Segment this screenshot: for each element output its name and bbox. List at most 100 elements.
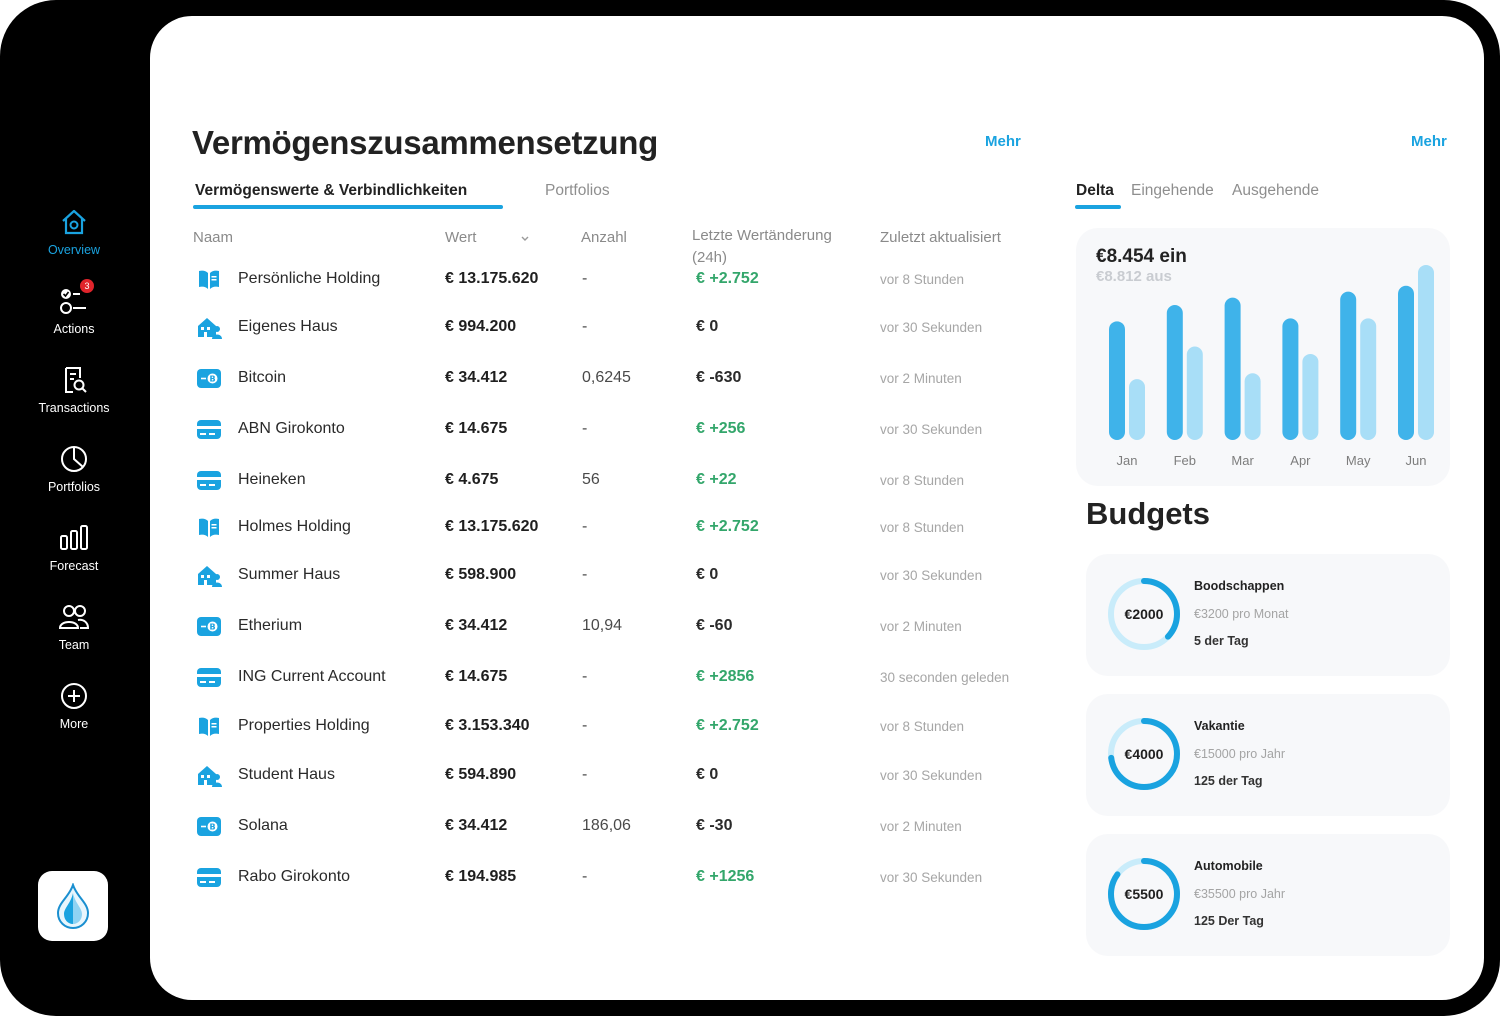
col-header-value[interactable]: Wert (445, 229, 477, 246)
table-row[interactable]: B Etherium € 34.412 10,94 € -60 vor 2 Minuten (192, 612, 1052, 642)
chart-bar[interactable] (1340, 291, 1357, 440)
row-count: 186,06 (582, 817, 631, 834)
col-header-change-sub: (24h) (692, 249, 728, 266)
budget-card[interactable]: €2000 Boodschappen €3200 pro Monat 5 der Ta… (1086, 554, 1450, 676)
main-screen: Vermögenszusammensetzung Mehr Mehr Vermö… (150, 16, 1484, 1000)
chart-bar[interactable] (1186, 346, 1203, 440)
nav-label: Portfolios (47, 480, 101, 494)
row-name: Rabo Girokonto (238, 868, 351, 885)
nav-portfolios[interactable]: Portfolios (0, 443, 148, 494)
row-value: € 4.675 (445, 471, 499, 488)
table-row[interactable]: Properties Holding € 3.153.340 - € +2.752 vo… (192, 712, 1052, 742)
row-count: - (582, 566, 588, 583)
house-icon (62, 209, 86, 235)
col-header-change[interactable]: Letzte Wertänderung (692, 227, 832, 244)
tab-assets-liabilities[interactable]: Vermögenswerte & Verbindlichkeiten (195, 182, 468, 199)
chart-bar[interactable] (1302, 353, 1319, 440)
delta-bar-chart: Jan Feb Mar Apr May Jun (1109, 264, 1434, 468)
chart-bar[interactable] (1224, 297, 1241, 440)
nav-more[interactable]: More (0, 680, 148, 731)
col-header-count[interactable]: Anzahl (581, 229, 627, 246)
nav-transactions[interactable]: Transactions (0, 364, 148, 415)
row-change: € +2856 (696, 668, 755, 685)
table-row[interactable]: ABN Girokonto € 14.675 - € +256 vor 30 Sekun… (192, 415, 1052, 445)
budget-days: 125 Der Tag (1194, 914, 1264, 928)
table-row[interactable]: Holmes Holding € 13.175.620 - € +2.752 vor 8… (192, 513, 1052, 543)
chart-bar[interactable] (1129, 379, 1145, 440)
nav-team[interactable]: Team (0, 601, 148, 652)
budget-progress-ring (1108, 718, 1180, 790)
row-change: € 0 (696, 766, 719, 783)
more-link-assets[interactable]: Mehr (985, 133, 1021, 150)
row-change: € +256 (696, 420, 746, 437)
col-header-name[interactable]: Naam (193, 229, 234, 246)
row-value: € 34.412 (445, 817, 508, 834)
book-icon (199, 518, 219, 537)
budget-amount: €5500 (1124, 886, 1164, 902)
table-row[interactable]: ING Current Account € 14.675 - € +2856 30 se… (192, 663, 1052, 693)
row-count: 10,94 (582, 617, 623, 634)
sort-chevron-down-icon[interactable] (520, 235, 530, 243)
table-row[interactable]: Rabo Girokonto € 194.985 - € +1256 vor 30 Se… (192, 863, 1052, 893)
svg-text:B: B (209, 375, 215, 384)
budget-amount: €4000 (1124, 746, 1164, 762)
table-row[interactable]: Persönliche Holding € 13.175.620 - € +2.752… (192, 265, 1052, 295)
row-value: € 13.175.620 (445, 270, 539, 287)
row-value: € 34.412 (445, 617, 508, 634)
row-updated: vor 2 Minuten (880, 619, 962, 634)
tab-underline (193, 205, 503, 209)
bank-card-icon (197, 471, 221, 490)
row-value: € 3.153.340 (445, 717, 530, 734)
chart-bar[interactable] (1244, 373, 1261, 440)
more-link-delta[interactable]: Mehr (1411, 133, 1447, 150)
table-row[interactable]: B Bitcoin € 34.412 0,6245 € -630 vor 2 Minute… (192, 364, 1052, 394)
tab-incoming[interactable]: Eingehende (1131, 182, 1214, 199)
drop-logo-icon (56, 883, 90, 929)
table-row[interactable]: Summer Haus € 598.900 - € 0 vor 30 Sekunden (192, 561, 1052, 591)
chart-bar[interactable] (1418, 264, 1434, 440)
nav-forecast[interactable]: Forecast (0, 522, 148, 573)
row-name: Properties Holding (238, 717, 370, 734)
chart-bar[interactable] (1398, 285, 1414, 440)
budget-name: Automobile (1194, 859, 1263, 873)
house-person-icon (198, 566, 222, 587)
nav-label: Forecast (49, 559, 99, 573)
row-name: Holmes Holding (238, 518, 351, 535)
nav-label: More (59, 717, 89, 731)
budget-card[interactable]: €4000 Vakantie €15000 pro Jahr 125 der Tag (1086, 694, 1450, 816)
nav-label: Transactions (38, 401, 110, 415)
team-icon (58, 605, 90, 629)
row-value: € 14.675 (445, 668, 508, 685)
sidebar: Overview 3 Actions Transactions (0, 0, 148, 1016)
page-title: Vermögenszusammensetzung (192, 124, 658, 161)
row-updated: vor 30 Sekunden (880, 870, 983, 885)
table-row[interactable]: Eigenes Haus € 994.200 - € 0 vor 30 Sekunden (192, 313, 1052, 343)
row-updated: vor 30 Sekunden (880, 768, 983, 783)
row-change: € 0 (696, 318, 719, 335)
tab-portfolios[interactable]: Portfolios (545, 182, 610, 199)
nav-actions[interactable]: 3 Actions (0, 279, 148, 336)
row-name: Eigenes Haus (238, 318, 338, 335)
app-logo[interactable] (38, 871, 108, 941)
chart-x-tick-label: Jan (1117, 453, 1138, 468)
tab-underline-delta (1075, 205, 1121, 209)
budget-card[interactable]: €5500 Automobile €35500 pro Jahr 125 Der Ta… (1086, 834, 1450, 956)
row-change: € +2.752 (696, 518, 759, 535)
row-change: € +2.752 (696, 270, 759, 287)
chart-bar[interactable] (1109, 321, 1125, 440)
chart-bar[interactable] (1282, 318, 1299, 440)
col-header-updated[interactable]: Zuletzt aktualisiert (880, 229, 1001, 246)
table-row[interactable]: Heineken € 4.675 56 € +22 vor 8 Stunden (192, 466, 1052, 496)
nav-overview[interactable]: Overview (0, 206, 148, 257)
row-name: Bitcoin (238, 369, 287, 386)
chart-bar[interactable] (1166, 305, 1183, 440)
tab-delta[interactable]: Delta (1076, 182, 1114, 199)
table-row[interactable]: Student Haus € 594.890 - € 0 vor 30 Sekunden (192, 761, 1052, 791)
chart-bar[interactable] (1360, 318, 1377, 440)
crypto-card-icon: B (197, 369, 221, 388)
tab-outgoing[interactable]: Ausgehende (1232, 182, 1320, 199)
row-updated: vor 8 Stunden (880, 473, 965, 488)
table-row[interactable]: B Solana € 34.412 186,06 € -30 vor 2 Minuten (192, 812, 1052, 842)
row-name: Etherium (238, 617, 303, 634)
